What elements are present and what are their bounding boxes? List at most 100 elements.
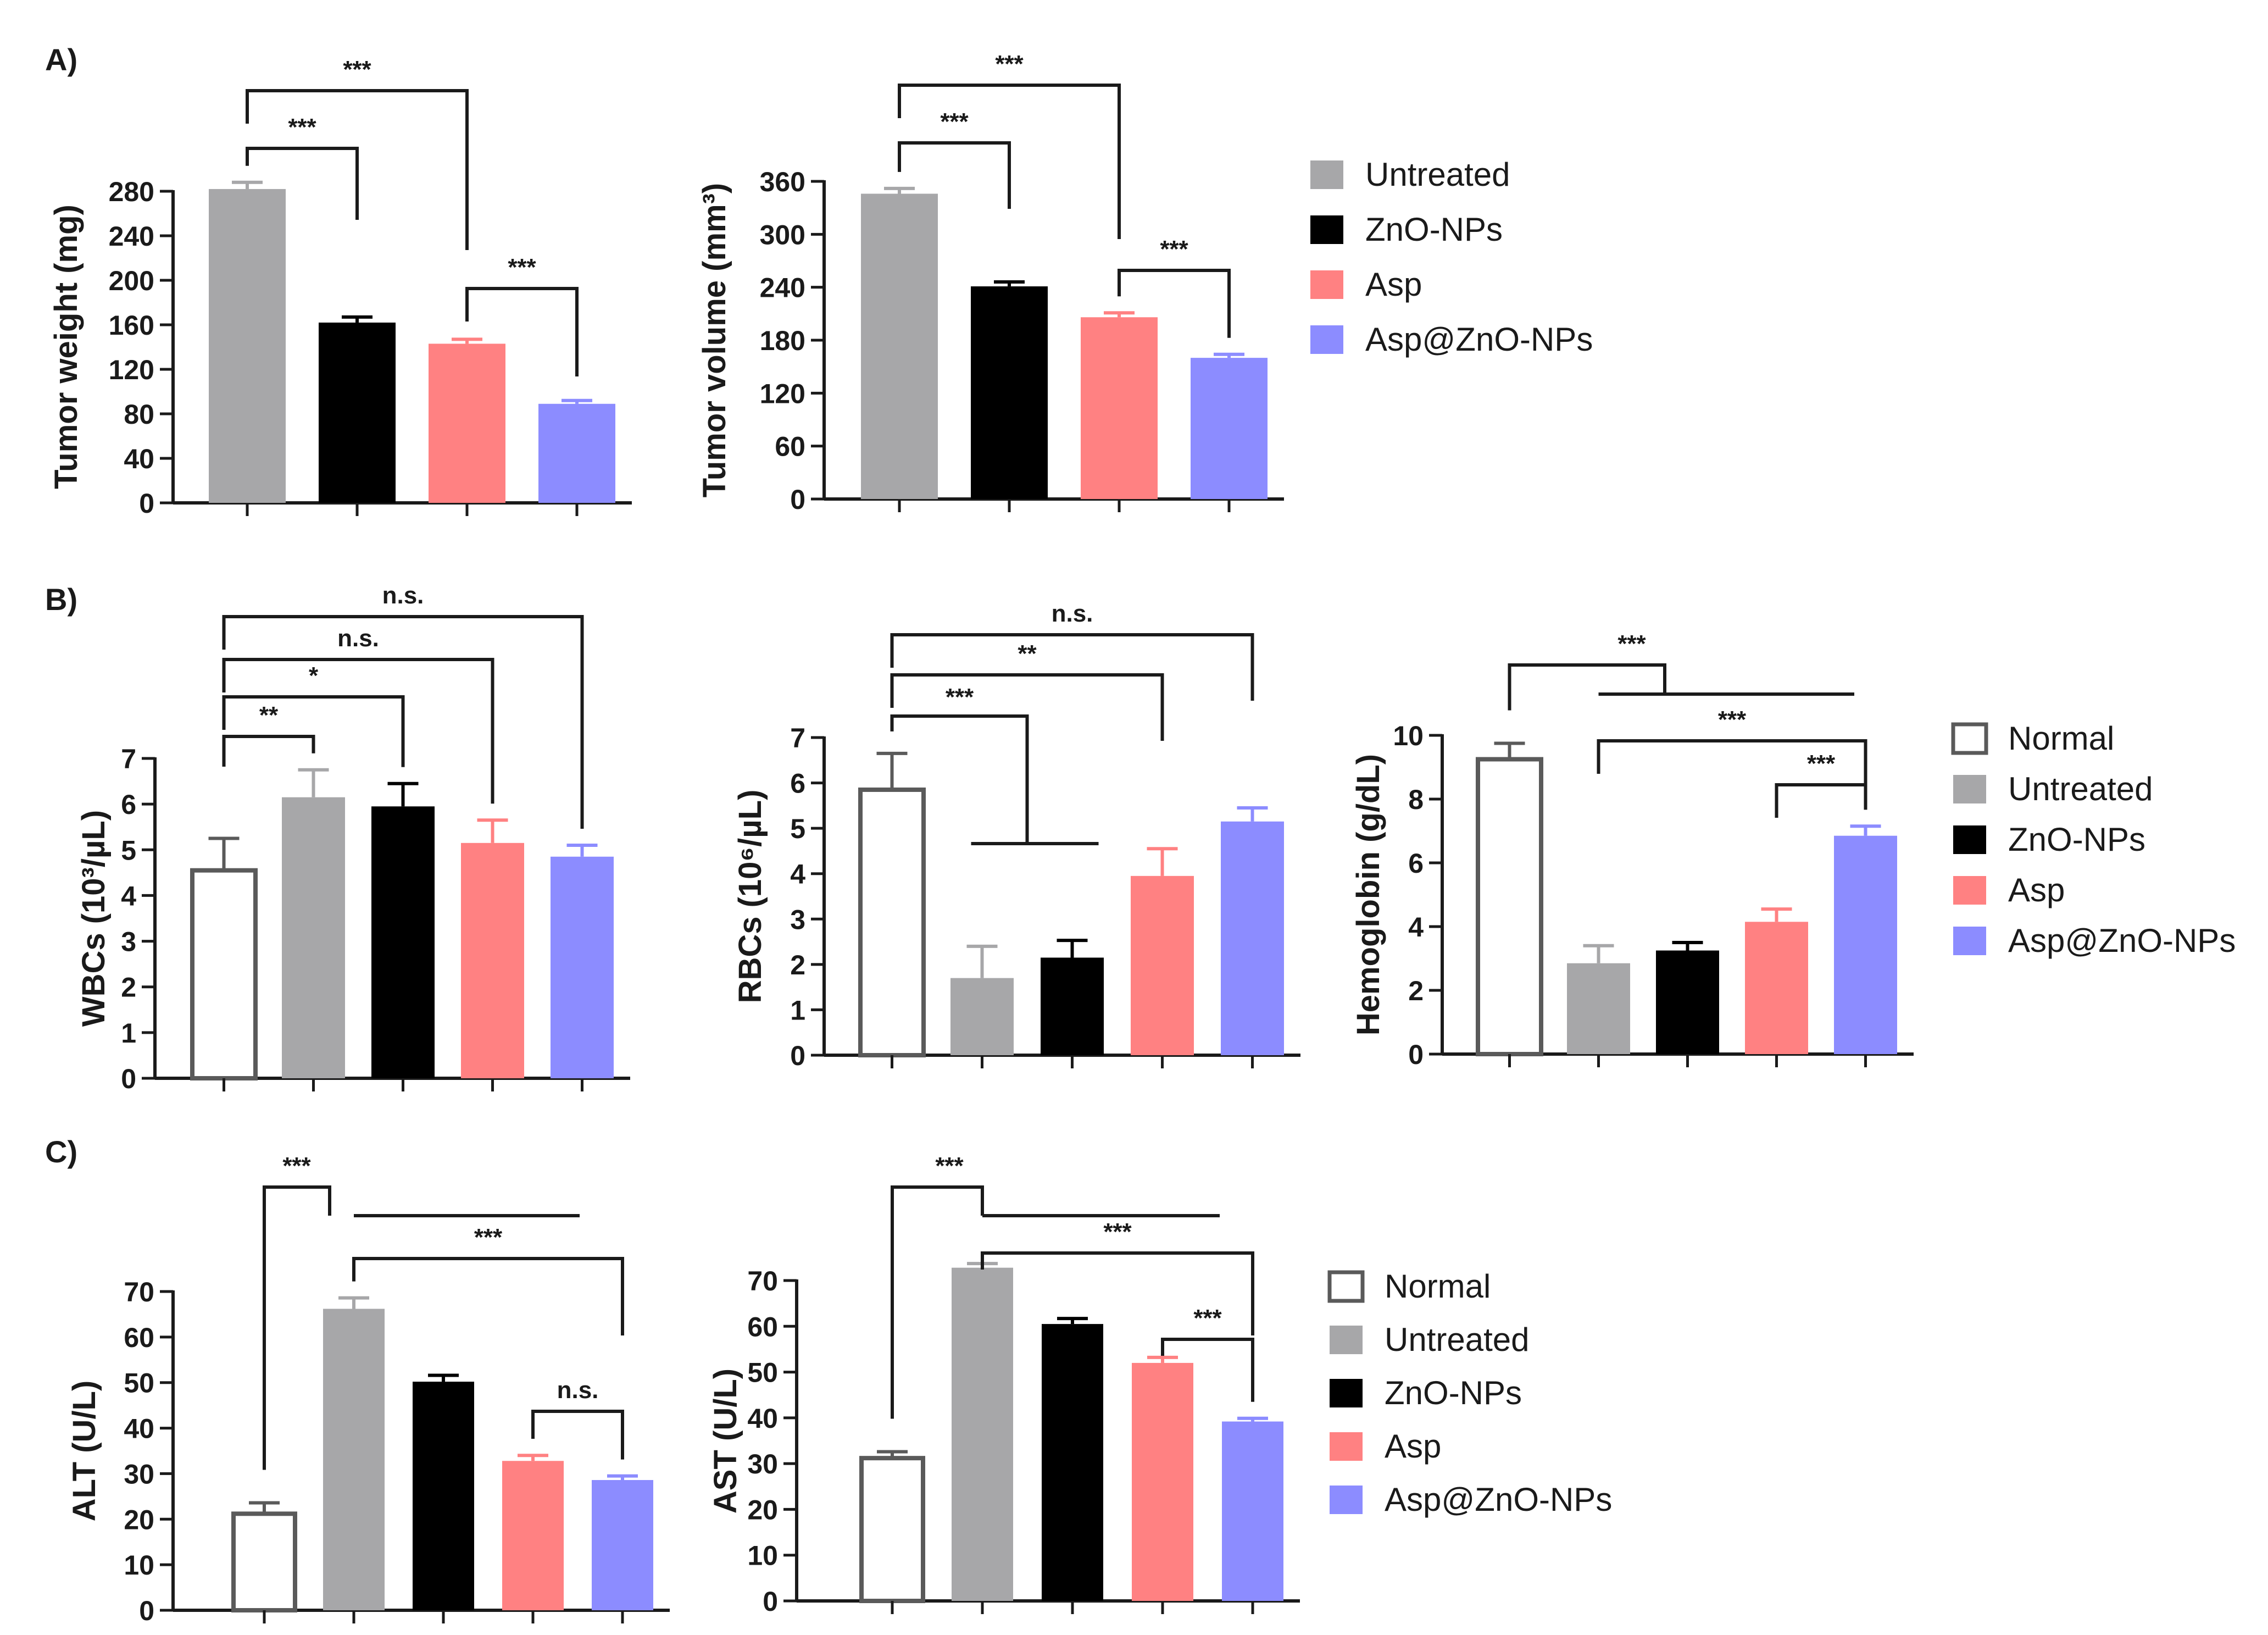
significance-label: ** xyxy=(259,702,279,729)
y-tick-label: 2 xyxy=(790,950,805,980)
y-tick-label: 2 xyxy=(1408,976,1424,1006)
bracket-line xyxy=(1775,783,1867,818)
y-axis-label: RBCs (10⁶/µL) xyxy=(732,790,768,1004)
bar-asp-zno-nps xyxy=(1221,821,1284,1055)
bar-asp-zno-nps xyxy=(551,856,614,1078)
y-tick-label: 4 xyxy=(1408,912,1424,943)
y-tick-label: 280 xyxy=(109,176,154,207)
significance-label: *** xyxy=(1807,750,1836,777)
bar-asp-zno-nps xyxy=(1222,1421,1283,1601)
bracket-line xyxy=(246,89,469,250)
significance-bracket: *** xyxy=(898,108,1011,209)
bracket-line xyxy=(1118,269,1231,338)
bar-asp-zno-nps xyxy=(538,403,615,503)
y-tick-label: 6 xyxy=(121,789,136,820)
y-tick-label: 50 xyxy=(747,1357,778,1388)
significance-label: *** xyxy=(508,254,536,281)
significance-bracket: *** xyxy=(263,1152,580,1470)
y-tick-label: 10 xyxy=(747,1540,778,1571)
y-tick-label: 5 xyxy=(121,835,136,866)
bar-asp xyxy=(1131,875,1194,1055)
y-tick-label: 20 xyxy=(747,1494,778,1525)
legend-label-untreated: Untreated xyxy=(1385,1321,1530,1358)
bar-untreated xyxy=(950,978,1014,1055)
y-tick-label: 10 xyxy=(1393,720,1424,751)
significance-bracket: n.s. xyxy=(222,582,584,829)
y-tick-label: 30 xyxy=(747,1449,778,1479)
significance-label: *** xyxy=(995,51,1024,77)
chart-1: Tumor weight (mg) 0 40 80 120 160 200 240 280 ***… xyxy=(48,56,632,519)
significance-bracket: *** xyxy=(465,254,579,376)
y-tick-label: 60 xyxy=(747,1311,778,1342)
y-tick-label: 180 xyxy=(760,325,805,356)
bracket-line xyxy=(1597,739,1867,810)
bracket-line xyxy=(890,714,1029,844)
y-tick-label: 4 xyxy=(790,859,805,890)
y-tick-label: 60 xyxy=(775,431,805,462)
legend-label-untreated: Untreated xyxy=(1365,156,1510,193)
y-tick-label: 6 xyxy=(1408,848,1424,879)
legend-swatch-zno-nps xyxy=(1310,215,1343,244)
bar-zno-nps xyxy=(1041,957,1104,1055)
y-tick-label: 0 xyxy=(1408,1039,1424,1070)
bar-asp-zno-nps xyxy=(592,1480,653,1610)
bar-asp xyxy=(502,1461,564,1610)
bar-untreated xyxy=(1567,963,1630,1054)
bracket-line xyxy=(222,658,494,804)
bracket-line xyxy=(890,673,1164,741)
significance-bracket: *** xyxy=(1775,750,1867,818)
significance-bracket: *** xyxy=(246,114,359,220)
bar-asp-zno-nps xyxy=(1834,835,1897,1054)
y-tick-label: 1 xyxy=(121,1018,136,1049)
legend-swatch-asp xyxy=(1953,876,1986,905)
legend-label-asp: Asp xyxy=(1385,1428,1441,1465)
bracket-line xyxy=(981,1251,1254,1335)
significance-bracket: *** xyxy=(1597,706,1867,810)
chart-5: Hemoglobin (g/dL) 0 2 4 6 8 10 *** *** *** xyxy=(1350,630,1914,1070)
bracket-line xyxy=(222,735,315,767)
y-tick-label: 3 xyxy=(790,904,805,935)
y-tick-label: 6 xyxy=(790,768,805,799)
significance-bracket: *** xyxy=(890,684,1099,845)
y-tick-label: 120 xyxy=(760,378,805,409)
bar-zno-nps xyxy=(371,806,435,1078)
significance-label: n.s. xyxy=(1052,600,1093,627)
y-tick-label: 360 xyxy=(760,167,805,197)
significance-bracket: * xyxy=(222,662,405,767)
legend-swatch-untreated xyxy=(1330,1326,1363,1354)
significance-label: *** xyxy=(940,108,969,135)
bar-zno-nps xyxy=(971,286,1048,499)
bracket-line xyxy=(531,1410,624,1460)
legend-swatch-asp-zno-nps xyxy=(1330,1486,1363,1514)
significance-label: *** xyxy=(474,1224,503,1251)
significance-label: *** xyxy=(935,1152,964,1179)
y-tick-label: 3 xyxy=(121,927,136,957)
bar-normal xyxy=(858,787,926,1057)
significance-label: n.s. xyxy=(382,582,424,609)
bar-normal xyxy=(859,1456,925,1604)
chart-2: Tumor volume (mm³) 0 60 120 180 240 300 360 *** *… xyxy=(697,51,1284,515)
significance-label: *** xyxy=(1193,1305,1222,1332)
y-axis-label: Tumor weight (mg) xyxy=(48,204,84,489)
bar-untreated xyxy=(323,1309,385,1610)
significance-bracket: n.s. xyxy=(222,625,494,804)
y-tick-label: 10 xyxy=(124,1550,154,1581)
significance-bracket: ** xyxy=(222,702,315,767)
bar-untreated xyxy=(861,193,938,499)
legend-swatch-asp-zno-nps xyxy=(1310,325,1343,354)
y-tick-label: 70 xyxy=(747,1266,778,1296)
legend-label-untreated: Untreated xyxy=(2008,771,2153,807)
y-tick-label: 0 xyxy=(139,1595,154,1626)
bar-zno-nps xyxy=(413,1382,474,1610)
y-tick-label: 0 xyxy=(763,1586,778,1617)
y-tick-label: 160 xyxy=(109,310,154,341)
legends: Untreated ZnO-NPs Asp Asp@ZnO-NPs Normal Untr… xyxy=(1310,156,2236,1518)
bracket-line xyxy=(352,1257,624,1335)
y-tick-label: 30 xyxy=(124,1459,154,1489)
bar-untreated xyxy=(952,1267,1013,1601)
y-axis-label: WBCs (10³/µL) xyxy=(76,810,112,1027)
y-tick-label: 200 xyxy=(109,265,154,296)
significance-bracket: ** xyxy=(890,640,1164,741)
